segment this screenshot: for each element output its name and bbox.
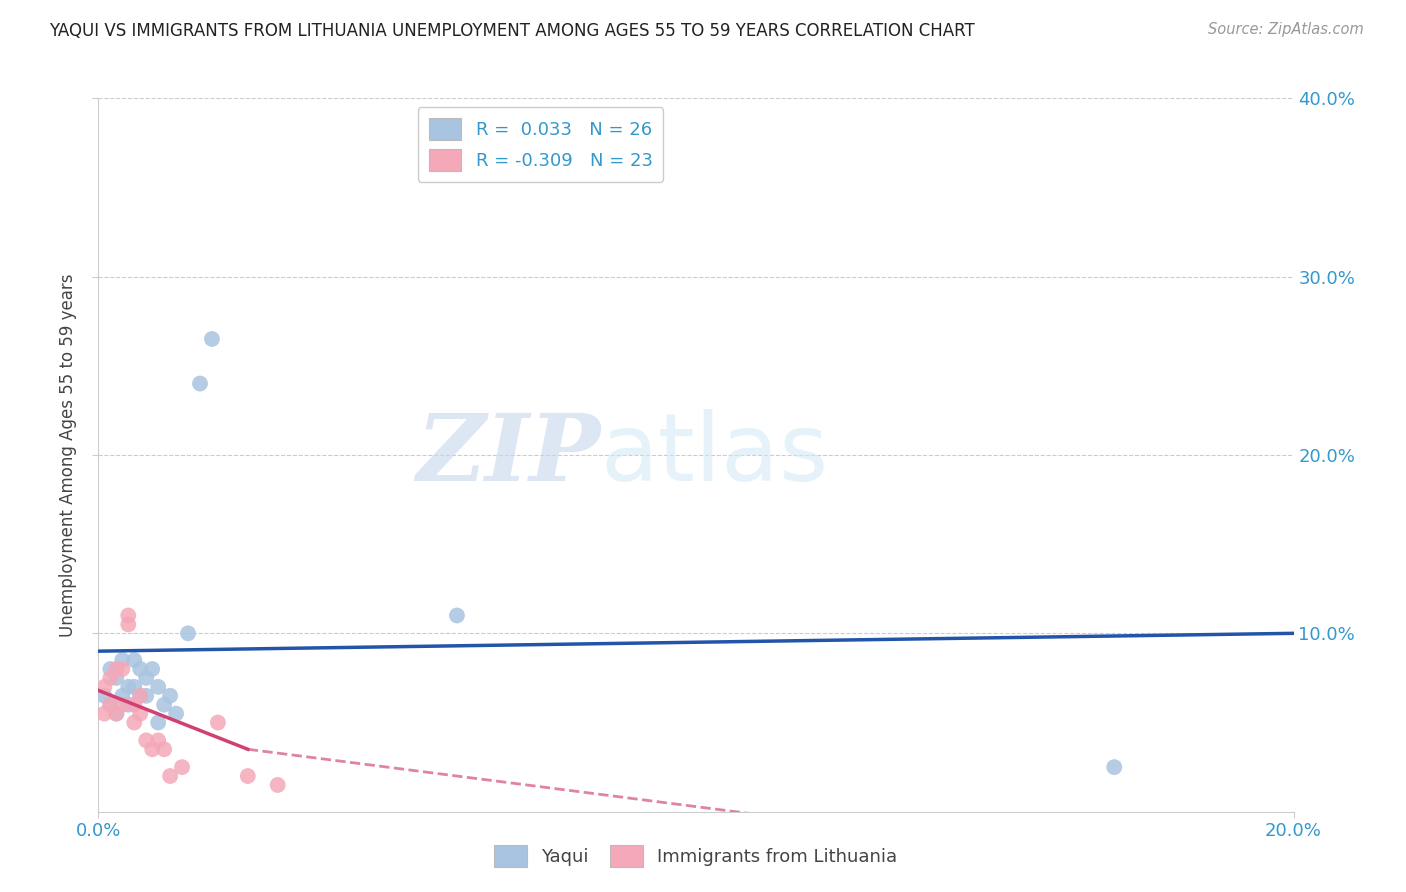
Point bbox=[201, 332, 224, 346]
Y-axis label: Unemployment Among Ages 55 to 59 years: Unemployment Among Ages 55 to 59 years bbox=[59, 273, 77, 637]
Point bbox=[177, 626, 200, 640]
Point bbox=[124, 698, 146, 712]
Point bbox=[93, 689, 115, 703]
Point bbox=[100, 698, 122, 712]
Point bbox=[172, 760, 194, 774]
Point bbox=[105, 662, 128, 676]
Text: YAQUI VS IMMIGRANTS FROM LITHUANIA UNEMPLOYMENT AMONG AGES 55 TO 59 YEARS CORREL: YAQUI VS IMMIGRANTS FROM LITHUANIA UNEMP… bbox=[49, 22, 974, 40]
Point bbox=[135, 733, 157, 747]
Point bbox=[148, 715, 170, 730]
Point bbox=[124, 653, 146, 667]
Text: ZIP: ZIP bbox=[416, 410, 600, 500]
Point bbox=[141, 662, 163, 676]
Point bbox=[148, 680, 170, 694]
Point bbox=[105, 706, 128, 721]
Point bbox=[117, 608, 139, 623]
Point bbox=[141, 742, 163, 756]
Point bbox=[93, 680, 115, 694]
Point bbox=[124, 715, 146, 730]
Point bbox=[135, 689, 157, 703]
Text: Source: ZipAtlas.com: Source: ZipAtlas.com bbox=[1208, 22, 1364, 37]
Point bbox=[148, 733, 170, 747]
Point bbox=[100, 671, 122, 685]
Point bbox=[236, 769, 259, 783]
Point bbox=[117, 680, 139, 694]
Point bbox=[153, 742, 176, 756]
Point bbox=[111, 662, 134, 676]
Point bbox=[267, 778, 290, 792]
Point bbox=[111, 653, 134, 667]
Point bbox=[135, 671, 157, 685]
Point bbox=[93, 706, 115, 721]
Point bbox=[105, 706, 128, 721]
Point bbox=[111, 698, 134, 712]
Point bbox=[188, 376, 211, 391]
Point bbox=[111, 689, 134, 703]
Point bbox=[117, 698, 139, 712]
Point bbox=[129, 689, 152, 703]
Point bbox=[159, 769, 181, 783]
Text: atlas: atlas bbox=[600, 409, 828, 501]
Point bbox=[165, 706, 187, 721]
Point bbox=[100, 698, 122, 712]
Legend: Yaqui, Immigrants from Lithuania: Yaqui, Immigrants from Lithuania bbox=[486, 838, 905, 874]
Point bbox=[129, 689, 152, 703]
Point bbox=[446, 608, 468, 623]
Point bbox=[105, 671, 128, 685]
Point bbox=[1104, 760, 1126, 774]
Point bbox=[129, 662, 152, 676]
Point bbox=[159, 689, 181, 703]
Point bbox=[100, 662, 122, 676]
Point bbox=[153, 698, 176, 712]
Point bbox=[207, 715, 229, 730]
Point bbox=[129, 706, 152, 721]
Point bbox=[117, 617, 139, 632]
Point bbox=[124, 680, 146, 694]
